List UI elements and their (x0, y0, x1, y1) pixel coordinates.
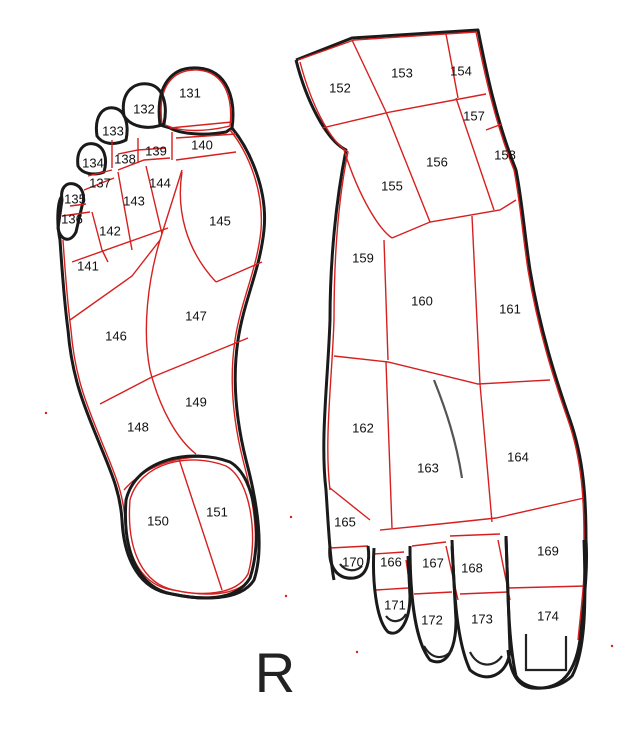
zone-153-label: 153 (391, 65, 413, 80)
zone-159-label: 159 (352, 250, 374, 265)
zone-160-label: 160 (411, 293, 433, 308)
zone-138-label: 138 (114, 151, 136, 166)
dorsal-zone-lines (321, 33, 587, 601)
zone-156-label: 156 (426, 154, 448, 169)
zone-148-label: 148 (127, 419, 149, 434)
zone-145-label: 145 (209, 213, 231, 228)
zone-142-label: 142 (99, 223, 121, 238)
zone-131-label: 131 (179, 85, 201, 100)
zone-158-label: 158 (494, 147, 516, 162)
zone-168-label: 168 (461, 560, 483, 575)
zone-137-label: 137 (89, 175, 111, 190)
zone-144-label: 144 (149, 175, 171, 190)
speck-mark (284, 594, 288, 598)
zone-143-label: 143 (123, 193, 145, 208)
zone-169-label: 169 (537, 543, 559, 558)
zone-135-label: 135 (64, 191, 86, 206)
zone-171-label: 171 (384, 597, 406, 612)
zone-163-label: 163 (417, 460, 439, 475)
zone-136-label: 136 (61, 211, 83, 226)
zone-151-label: 151 (206, 504, 228, 519)
zone-162-label: 162 (352, 420, 374, 435)
zone-170-label: 170 (342, 554, 364, 569)
zone-140-label: 140 (191, 137, 213, 152)
zone-132-label: 132 (133, 101, 155, 116)
zone-147-label: 147 (185, 308, 207, 323)
speck-mark (610, 644, 614, 648)
zone-139-label: 139 (145, 143, 167, 158)
zone-161-label: 161 (499, 301, 521, 316)
zone-164-label: 164 (507, 449, 529, 464)
zone-166-label: 166 (380, 554, 402, 569)
zone-167-label: 167 (422, 555, 444, 570)
sole-toes (56, 66, 235, 241)
speck-mark (44, 411, 48, 415)
side-label: R (255, 641, 295, 704)
zone-173-label: 173 (471, 611, 493, 626)
zone-133-label: 133 (102, 123, 124, 138)
zone-165-label: 165 (334, 514, 356, 529)
zone-150-label: 150 (147, 513, 169, 528)
speck-mark (355, 650, 359, 654)
zone-141-label: 141 (77, 258, 99, 273)
dorsal-diagram: 152 153 154 155 156 157 158 159 160 161 … (294, 28, 589, 690)
zone-157-label: 157 (463, 108, 485, 123)
speck-mark (289, 515, 293, 519)
zone-154-label: 154 (450, 63, 472, 78)
zone-155-label: 155 (381, 178, 403, 193)
zone-149-label: 149 (185, 394, 207, 409)
zone-146-label: 146 (105, 328, 127, 343)
toenails (339, 563, 568, 672)
zone-172-label: 172 (421, 612, 443, 627)
dorsal-outline (295, 28, 589, 690)
sole-diagram: 131 132 133 134 135 136 137 138 139 140 … (56, 66, 267, 600)
zone-152-label: 152 (329, 80, 351, 95)
zone-174-label: 174 (537, 608, 559, 623)
dorsal-toes (328, 535, 587, 690)
zone-134-label: 134 (82, 155, 104, 170)
